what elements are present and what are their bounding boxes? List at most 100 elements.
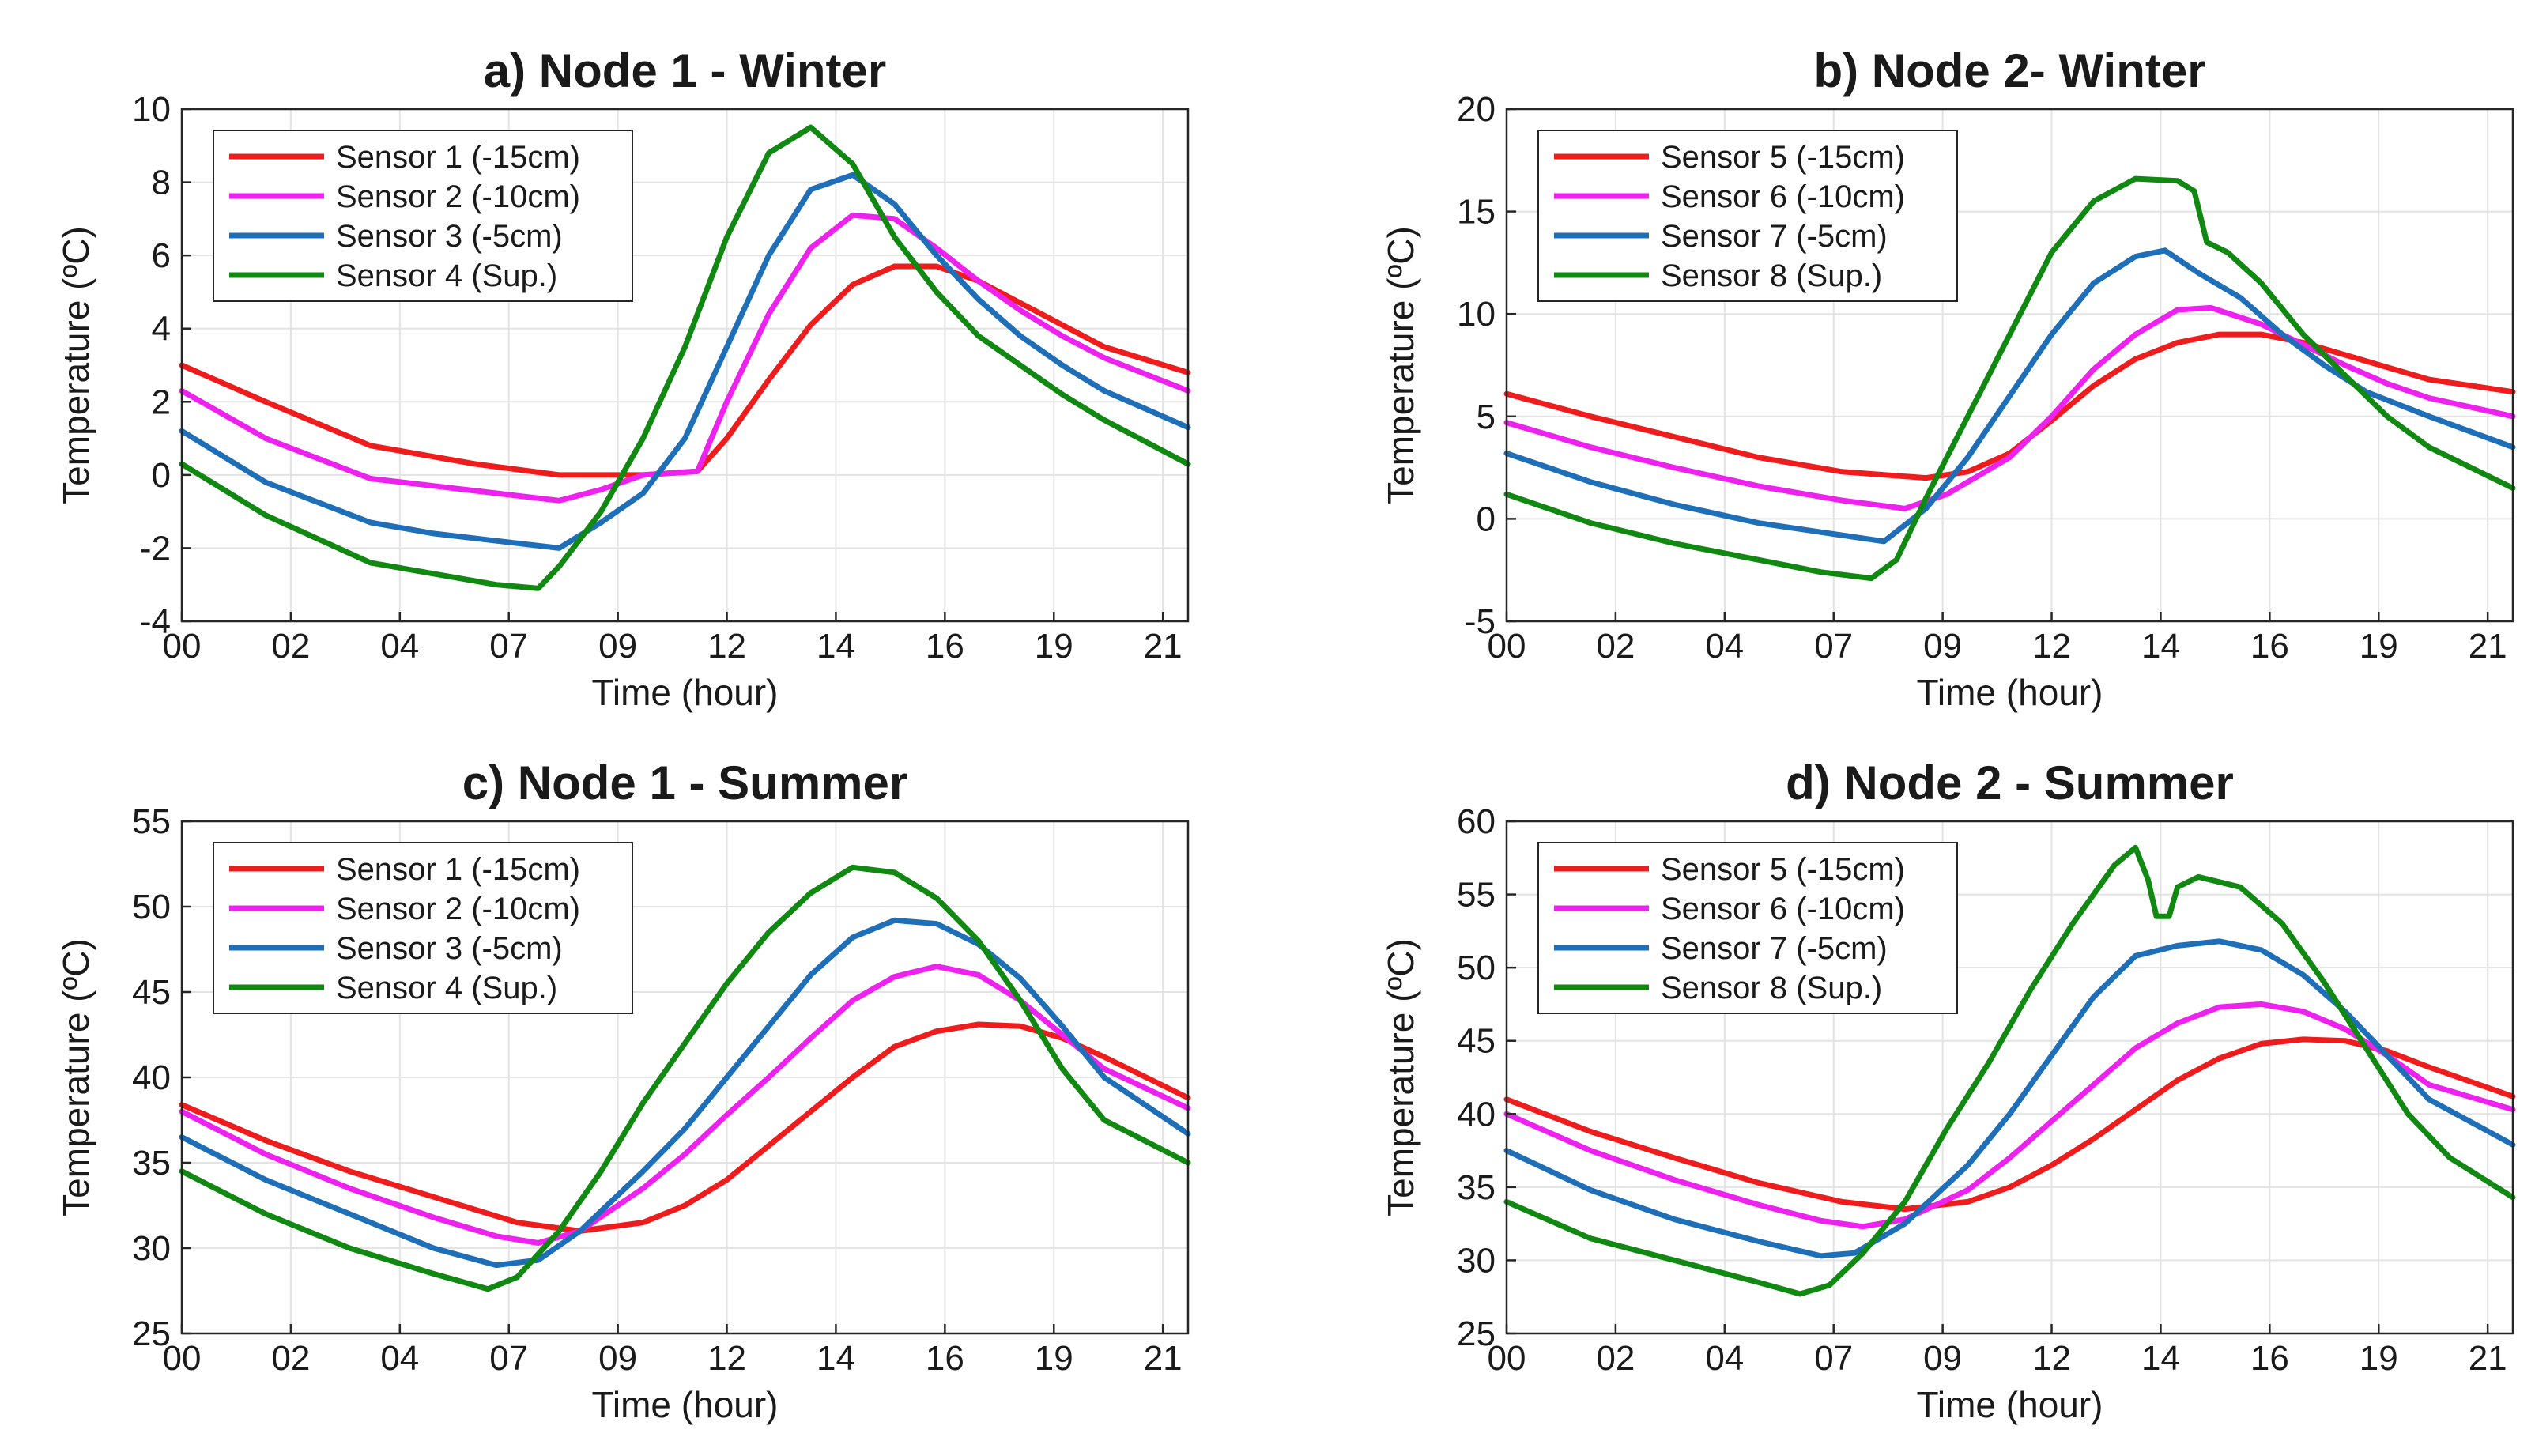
axes-frame bbox=[180, 108, 1190, 623]
x-tick-label: 19 bbox=[2360, 627, 2398, 666]
x-tick-label: 02 bbox=[1596, 1339, 1635, 1378]
x-tick-label: 16 bbox=[2250, 1339, 2289, 1378]
x-tick-label: 00 bbox=[1488, 627, 1526, 666]
chart-title: b) Node 2- Winter bbox=[1813, 44, 2205, 97]
x-tick-label: 04 bbox=[380, 627, 419, 666]
series-line-1 bbox=[1503, 331, 2516, 481]
series-line-4 bbox=[1503, 844, 2516, 1297]
legend-entry-4: Sensor 4 (Sup.) bbox=[336, 258, 557, 293]
x-axis-label: Time (hour) bbox=[592, 1384, 779, 1425]
y-tick-label: 20 bbox=[1457, 90, 1496, 129]
series-line-3 bbox=[179, 172, 1191, 551]
y-tick-label: 25 bbox=[1457, 1315, 1496, 1353]
y-tick-label: -2 bbox=[140, 529, 171, 568]
x-tick-label: 09 bbox=[1923, 627, 1962, 666]
y-tick-label: 4 bbox=[152, 310, 171, 349]
y-tick-label: 40 bbox=[1457, 1095, 1496, 1133]
y-axis-label: Temperature (ºC) bbox=[1380, 938, 1421, 1216]
x-tick-label: 14 bbox=[2141, 1339, 2180, 1378]
y-axis-label: Temperature (ºC) bbox=[55, 938, 96, 1216]
y-tick-label: 10 bbox=[1457, 295, 1496, 334]
y-tick-label: 6 bbox=[152, 236, 171, 275]
y-axis-label: Temperature (ºC) bbox=[55, 226, 96, 504]
y-tick-label: 40 bbox=[132, 1058, 171, 1097]
y-tick-label: 25 bbox=[132, 1315, 171, 1353]
series-line-2 bbox=[179, 212, 1191, 504]
x-tick-label: 14 bbox=[817, 1339, 855, 1378]
legend-entry-3: Sensor 7 (-5cm) bbox=[1661, 219, 1888, 254]
series-line-1 bbox=[179, 1021, 1191, 1234]
x-tick-label: 02 bbox=[271, 1339, 310, 1378]
y-tick-label: -5 bbox=[1465, 602, 1496, 641]
legend-entry-3: Sensor 7 (-5cm) bbox=[1661, 931, 1888, 966]
y-tick-label: 60 bbox=[1457, 802, 1496, 841]
series-line-4 bbox=[179, 124, 1191, 591]
x-tick-label: 02 bbox=[271, 627, 310, 666]
y-tick-label: 2 bbox=[152, 383, 171, 421]
x-tick-label: 21 bbox=[1144, 627, 1183, 666]
legend-entry-3: Sensor 3 (-5cm) bbox=[336, 931, 563, 966]
y-tick-label: 30 bbox=[1457, 1241, 1496, 1280]
y-tick-label: 35 bbox=[1457, 1168, 1496, 1207]
chart-title: d) Node 2 - Summer bbox=[1786, 756, 2234, 809]
y-tick-label: 55 bbox=[1457, 876, 1496, 915]
y-tick-label: 45 bbox=[132, 973, 171, 1012]
x-tick-label: 12 bbox=[707, 627, 746, 666]
x-tick-label: 19 bbox=[1035, 627, 1073, 666]
x-tick-label: 16 bbox=[926, 1339, 964, 1378]
chart-panel-1: 00 02 04 07 09 12 14 16 19 21 -5 0 5 10 15 20 b) Node 2-… bbox=[1380, 44, 2516, 713]
y-tick-label: 45 bbox=[1457, 1022, 1496, 1061]
x-tick-label: 02 bbox=[1596, 627, 1635, 666]
x-tick-label: 14 bbox=[817, 627, 855, 666]
x-tick-label: 16 bbox=[926, 627, 964, 666]
x-tick-label: 07 bbox=[489, 627, 528, 666]
x-tick-label: 04 bbox=[1705, 1339, 1744, 1378]
y-tick-label: -4 bbox=[140, 602, 171, 641]
x-axis-label: Time (hour) bbox=[1917, 1384, 2103, 1425]
series-line-3 bbox=[1503, 247, 2516, 545]
series-line-4 bbox=[179, 864, 1191, 1292]
x-tick-label: 09 bbox=[1923, 1339, 1962, 1378]
legend-entry-2: Sensor 6 (-10cm) bbox=[1661, 179, 1905, 214]
y-tick-label: 5 bbox=[1477, 398, 1496, 436]
x-tick-label: 12 bbox=[2032, 627, 2071, 666]
y-tick-label: 8 bbox=[152, 164, 171, 202]
axes-frame bbox=[1505, 820, 2514, 1335]
legend-entry-1: Sensor 1 (-15cm) bbox=[336, 852, 580, 887]
x-tick-label: 04 bbox=[380, 1339, 419, 1378]
x-tick-label: 19 bbox=[1035, 1339, 1073, 1378]
legend-entry-1: Sensor 1 (-15cm) bbox=[336, 140, 580, 175]
series-line-4 bbox=[1503, 175, 2516, 582]
x-tick-label: 16 bbox=[2250, 627, 2289, 666]
legend-entry-4: Sensor 8 (Sup.) bbox=[1661, 258, 1882, 293]
legend-entry-2: Sensor 2 (-10cm) bbox=[336, 892, 580, 926]
x-tick-label: 07 bbox=[1814, 1339, 1853, 1378]
legend-entry-3: Sensor 3 (-5cm) bbox=[336, 219, 563, 254]
series-line-3 bbox=[179, 917, 1191, 1269]
x-tick-label: 09 bbox=[598, 627, 637, 666]
x-tick-label: 09 bbox=[598, 1339, 637, 1378]
x-tick-label: 14 bbox=[2141, 627, 2180, 666]
x-axis-label: Time (hour) bbox=[592, 672, 779, 713]
series-line-2 bbox=[1503, 1001, 2516, 1230]
chart-title: c) Node 1 - Summer bbox=[462, 756, 907, 809]
y-tick-label: 0 bbox=[1477, 500, 1496, 538]
x-axis-label: Time (hour) bbox=[1917, 672, 2103, 713]
x-tick-label: 19 bbox=[2360, 1339, 2398, 1378]
y-axis-label: Temperature (ºC) bbox=[1380, 226, 1421, 504]
series-line-2 bbox=[1503, 304, 2516, 511]
x-tick-label: 21 bbox=[1144, 1339, 1183, 1378]
x-tick-label: 00 bbox=[163, 1339, 202, 1378]
chart-panel-2: 00 02 04 07 09 12 14 16 19 21 25 30 35 40 45 50 55 c) Nod… bbox=[55, 756, 1191, 1425]
series-line-2 bbox=[179, 964, 1191, 1246]
legend-entry-1: Sensor 5 (-15cm) bbox=[1661, 852, 1905, 887]
legend-entry-2: Sensor 2 (-10cm) bbox=[336, 179, 580, 214]
x-tick-label: 00 bbox=[163, 627, 202, 666]
x-tick-label: 21 bbox=[2469, 1339, 2507, 1378]
y-tick-label: 15 bbox=[1457, 193, 1496, 232]
chart-title: a) Node 1 - Winter bbox=[484, 44, 887, 97]
x-tick-label: 00 bbox=[1488, 1339, 1526, 1378]
legend-entry-2: Sensor 6 (-10cm) bbox=[1661, 892, 1905, 926]
x-tick-label: 21 bbox=[2469, 627, 2507, 666]
